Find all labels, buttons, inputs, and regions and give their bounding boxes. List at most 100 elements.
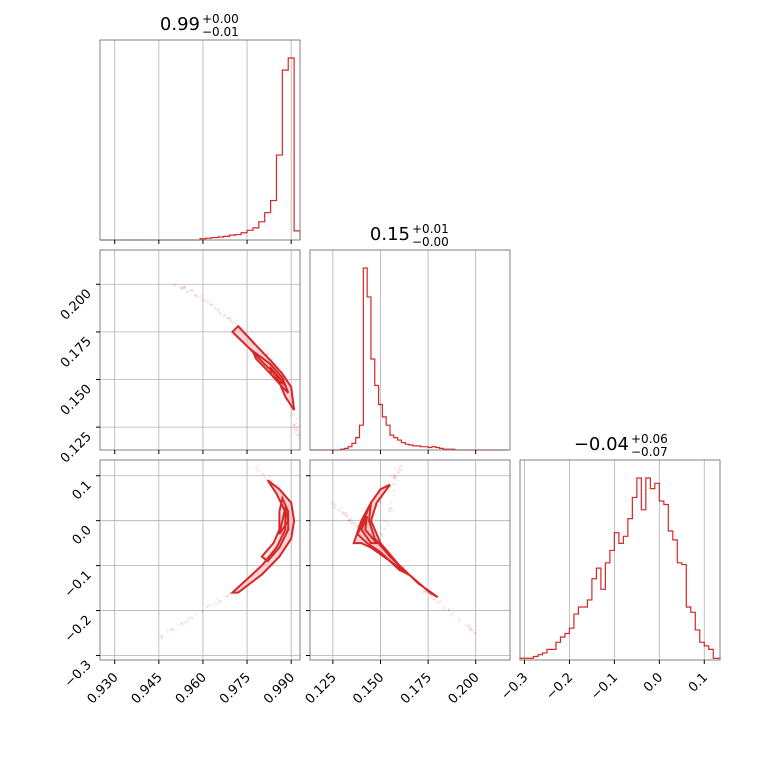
sample-point-r1c0 <box>180 287 183 290</box>
sample-point-r2c1 <box>422 591 425 594</box>
sample-point-r1c0 <box>292 423 296 427</box>
sample-point-r2c0 <box>256 468 259 471</box>
sample-point-r1c0 <box>203 300 206 303</box>
histogram-param-2 <box>310 267 509 451</box>
tick-label-x-param-1: 0.960 <box>173 670 210 707</box>
sample-point-r2c1 <box>400 464 403 468</box>
sample-point-r2c0 <box>277 484 280 487</box>
sample-point-r2c0 <box>171 628 174 632</box>
sample-point-r2c1 <box>393 475 396 478</box>
sample-point-r2c1 <box>349 522 353 525</box>
sample-point-r2c1 <box>451 611 454 614</box>
contour-line-layer <box>229 324 439 598</box>
sample-point-r2c0 <box>201 609 204 613</box>
sample-point-r2c1 <box>386 521 389 524</box>
tick-label-x-param-3: 0.0 <box>641 670 666 695</box>
title-param-3-minus: −0.07 <box>631 445 668 459</box>
sample-point-r2c0 <box>226 594 229 598</box>
sample-point-r2c1 <box>351 521 354 524</box>
sample-point-r1c0 <box>173 283 176 286</box>
sample-point-r2c1 <box>390 474 393 477</box>
sample-point-r1c0 <box>297 432 300 436</box>
sample-point-r2c0 <box>185 621 188 624</box>
sample-point-r1c0 <box>206 301 210 304</box>
sample-point-r2c0 <box>225 595 228 598</box>
sample-point-r2c1 <box>352 522 356 525</box>
sample-point-r2c0 <box>181 621 184 624</box>
sample-point-r1c0 <box>296 430 300 433</box>
sample-point-r1c0 <box>271 358 274 361</box>
sample-point-r1c0 <box>293 431 296 435</box>
sample-point-r2c0 <box>226 594 229 598</box>
sample-point-r2c0 <box>213 602 216 605</box>
title-param-3-value: −0.04 <box>574 434 629 455</box>
sample-point-r2c1 <box>390 501 393 504</box>
contour-line-r2c1-1 <box>356 502 410 576</box>
sample-point-r1c0 <box>214 307 217 310</box>
sample-point-r2c1 <box>399 468 402 472</box>
sample-point-r1c0 <box>228 318 232 321</box>
sample-point-r2c1 <box>472 631 476 635</box>
tick-label-x-param-3: −0.3 <box>498 670 531 703</box>
sample-point-r1c0 <box>183 286 186 289</box>
tick-label-x-param-3: 0.1 <box>686 670 711 695</box>
tick-label-x-param-2: 0.150 <box>350 670 387 707</box>
sample-point-r2c1 <box>422 589 425 592</box>
sample-point-r2c0 <box>263 476 266 479</box>
sample-point-r2c1 <box>391 508 394 511</box>
sample-point-r2c0 <box>258 470 261 473</box>
sample-point-r1c0 <box>229 316 232 319</box>
tick-label-y-param-3: −0.3 <box>62 658 95 691</box>
sample-point-r2c1 <box>433 598 436 601</box>
sample-point-r2c1 <box>341 511 344 514</box>
sample-point-r2c1 <box>394 483 397 486</box>
contour-line-r1c0-2 <box>269 365 287 387</box>
title-param-2-minus: −0.00 <box>412 235 449 249</box>
contour-line-r1c0-1 <box>250 348 290 394</box>
sample-point-r2c0 <box>270 479 274 482</box>
sample-point-r2c1 <box>337 508 340 511</box>
title-param-1-plus: +0.00 <box>202 12 239 26</box>
sample-point-r2c1 <box>393 473 396 476</box>
sample-point-r2c1 <box>354 523 357 526</box>
sample-point-r1c0 <box>291 412 294 416</box>
tick-label-x-param-1: 0.930 <box>85 670 122 707</box>
sample-point-r2c1 <box>350 520 353 523</box>
sample-point-r2c0 <box>262 472 265 475</box>
sample-point-r2c1 <box>341 511 345 514</box>
sample-point-r2c1 <box>393 478 396 481</box>
tick-label-x-param-3: −0.2 <box>543 670 576 703</box>
sample-point-r1c0 <box>192 290 195 293</box>
sample-point-r2c1 <box>392 475 396 478</box>
tick-label-x-param-2: 0.125 <box>303 670 340 707</box>
sample-point-r2c0 <box>181 623 184 626</box>
tick-label-y-param-3: −0.2 <box>62 613 95 646</box>
sample-point-r2c1 <box>469 627 473 630</box>
sample-point-r2c0 <box>160 637 163 640</box>
sample-point-r2c1 <box>405 568 408 571</box>
sample-point-r2c1 <box>343 512 346 515</box>
sample-point-r2c0 <box>219 600 222 603</box>
sample-point-r2c1 <box>467 624 470 628</box>
panel-frame-r0c0 <box>99 39 301 241</box>
sample-point-r2c1 <box>355 526 359 529</box>
sample-point-r2c0 <box>172 628 175 631</box>
sample-point-r2c1 <box>398 467 401 470</box>
sample-point-r1c0 <box>293 427 296 431</box>
sample-point-r2c1 <box>424 590 427 593</box>
contour-line-r2c0-0 <box>229 479 296 594</box>
sample-point-r1c0 <box>200 298 204 302</box>
sample-point-r2c1 <box>387 480 390 483</box>
sample-point-r2c1 <box>450 613 453 616</box>
tick-label-y-param-2: 0.125 <box>58 429 95 466</box>
sample-point-r2c1 <box>376 506 379 509</box>
sample-point-r2c1 <box>398 465 401 468</box>
contour-line-r2c1-2 <box>360 515 379 545</box>
sample-point-r2c0 <box>160 636 164 639</box>
sample-point-r2c1 <box>344 514 347 517</box>
tick-label-x-param-1: 0.975 <box>217 670 254 707</box>
sample-point-r1c0 <box>297 434 300 437</box>
tick-label-x-param-1: 0.945 <box>129 670 166 707</box>
sample-point-r1c0 <box>293 422 296 426</box>
